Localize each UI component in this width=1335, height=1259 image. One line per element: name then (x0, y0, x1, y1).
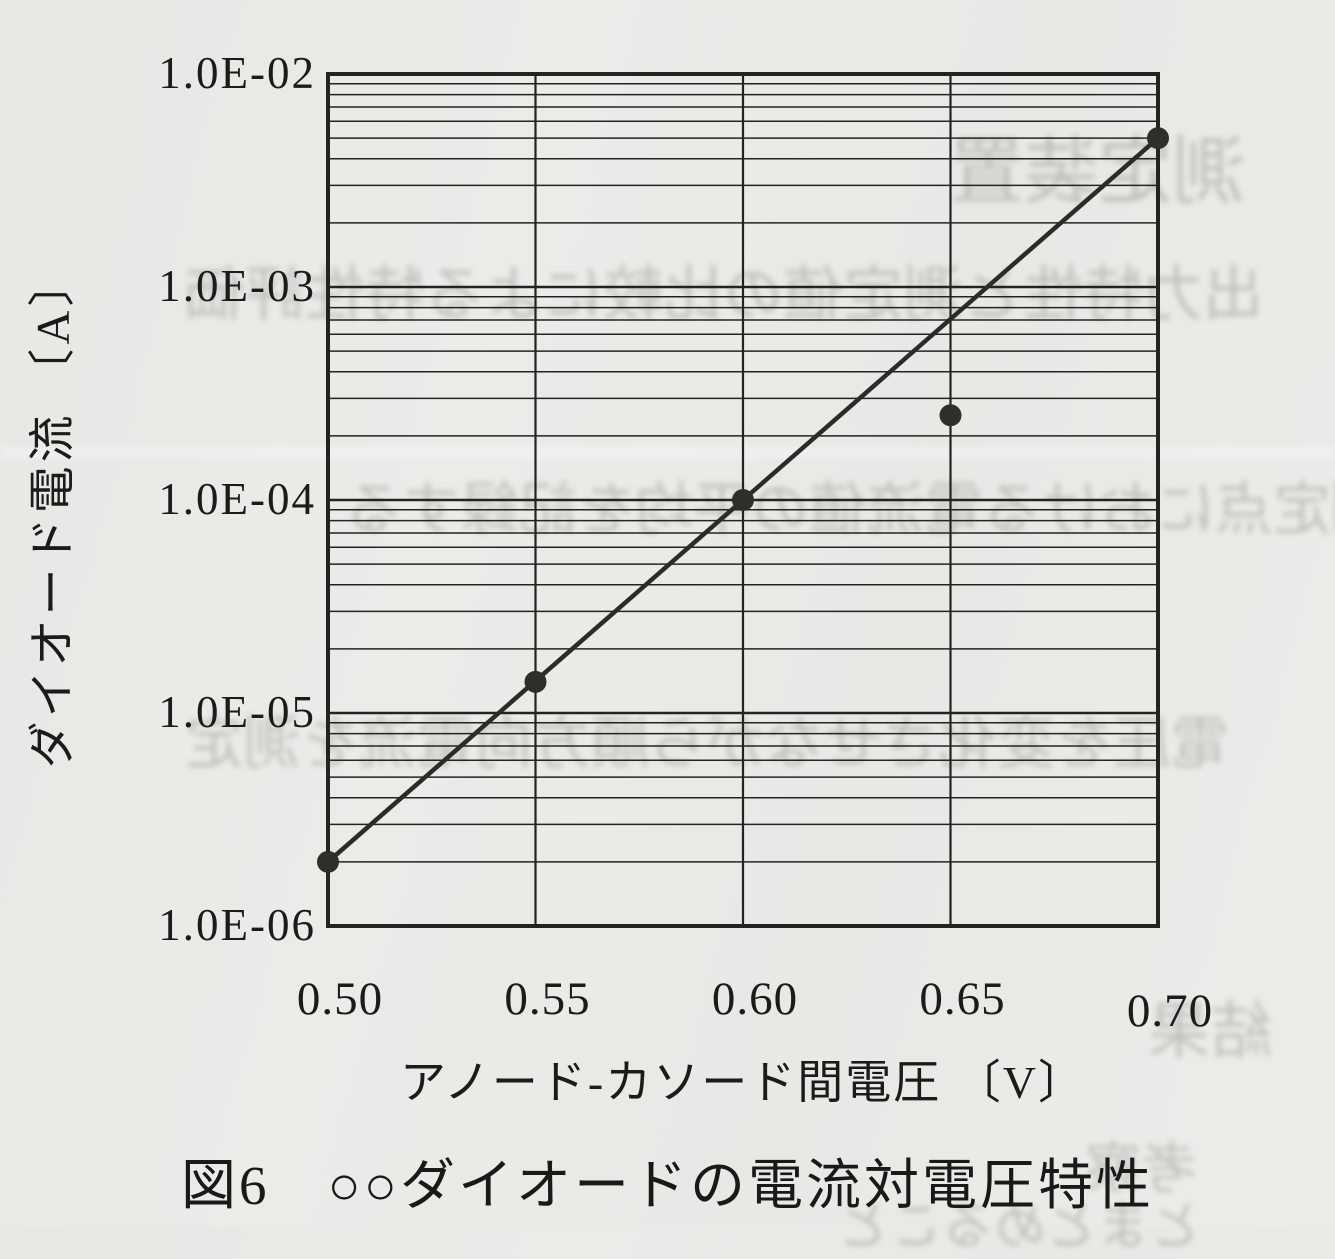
x-tick-label: 0.55 (504, 973, 591, 1025)
data-point (524, 670, 547, 693)
y-tick-label: 1.0E-03 (158, 261, 316, 311)
y-tick-label: 1.0E-06 (158, 900, 316, 950)
chart-plot-area (317, 72, 1169, 928)
data-point (317, 850, 339, 873)
x-axis-title: アノード-カソード間電圧 〔V〕 (400, 1057, 1086, 1108)
y-tick-label: 1.0E-05 (158, 687, 316, 737)
data-point (939, 404, 962, 427)
scanned-report-page: 測定装置出力特性と測定値の比較による特性評価各測定点における電流値の平均を記録す… (0, 48, 1335, 1256)
x-tick-label: 0.50 (296, 973, 384, 1025)
data-point (732, 489, 754, 511)
x-tick-label: 0.60 (711, 973, 799, 1025)
y-tick-label: 1.0E-02 (158, 48, 316, 98)
y-axis-title: ダイオード電流 〔A〕 (27, 255, 80, 769)
y-tick-label: 1.0E-04 (158, 474, 316, 524)
plot-frame (326, 72, 1160, 928)
diode-iv-chart (317, 72, 1169, 928)
x-tick-label: 0.70 (1126, 985, 1214, 1037)
data-point (1147, 127, 1169, 150)
paper-crease (0, 448, 1335, 458)
x-tick-label: 0.65 (919, 973, 1006, 1025)
figure-caption: 図6 ○○ダイオードの電流対電圧特性 (181, 1155, 1154, 1216)
